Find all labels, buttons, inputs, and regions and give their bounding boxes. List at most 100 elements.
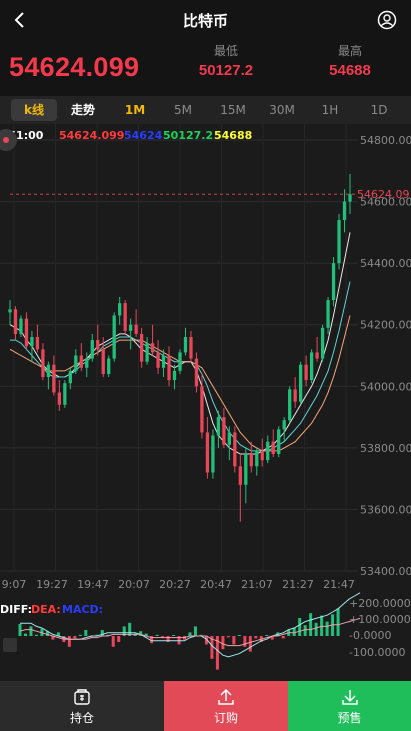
macd-bar [336, 608, 340, 636]
macd-bar [161, 636, 165, 638]
macd-bar [18, 624, 22, 636]
candle-body [337, 220, 341, 264]
candle-body [96, 340, 100, 350]
tab-5m[interactable]: 5M [174, 103, 192, 117]
candle-body [63, 383, 67, 405]
macd-bar [172, 635, 176, 636]
macd-bar [139, 631, 143, 636]
macd-tick-label: +200.0000 [349, 597, 411, 610]
macd-bar [45, 631, 49, 636]
high-label: 最高 [337, 44, 362, 58]
macd-bar [215, 636, 219, 670]
candle-body [288, 389, 292, 421]
candle-body [156, 352, 160, 368]
cursor-dot-icon [3, 137, 9, 143]
tab-15m[interactable]: 15M [220, 103, 246, 117]
x-tick-label: 20:47 [200, 578, 232, 591]
candle-body [145, 343, 149, 362]
macd-bar [199, 634, 203, 636]
candle-body [331, 263, 336, 301]
candle-body [112, 315, 116, 359]
macd-toggle-icon[interactable] [3, 638, 17, 652]
candle-body [309, 352, 314, 381]
macd-tick-label: -0.0000 [349, 629, 391, 642]
macd-bar [232, 636, 236, 645]
candle-body [222, 417, 226, 445]
macd-bar [128, 622, 132, 636]
wallet-icon [74, 688, 90, 705]
macd-bar [254, 636, 258, 639]
user-circle-icon[interactable] [377, 10, 397, 30]
tab-kline[interactable]: k线 [11, 99, 57, 121]
macd-bar [67, 636, 71, 647]
candle-body [326, 300, 330, 328]
macd-dea-line [19, 617, 361, 647]
macd-bar [78, 634, 82, 636]
macd-bar [325, 621, 329, 636]
x-tick-label: 20:27 [159, 578, 191, 591]
macd-bar [303, 625, 307, 636]
low-stat: 最低 50127.2 [181, 44, 271, 79]
holdings-button[interactable]: 持仓 [0, 681, 164, 731]
top-bar: 比特币 [0, 0, 411, 40]
tab-1m[interactable]: 1M [124, 103, 146, 117]
candle-body [79, 355, 83, 368]
legend-value-2: 54624 [124, 129, 163, 142]
subscribe-label: 订购 [213, 710, 238, 725]
candle-body [19, 318, 23, 334]
x-tick-label: 19:27 [36, 578, 68, 591]
macd-bar [248, 636, 252, 652]
macd-diff-label: DIFF: [0, 603, 32, 616]
subscribe-button[interactable]: 订购 [164, 681, 288, 731]
kline-chart[interactable]: 54800.00 54600.00 54400.00 54200.00 54000.00… [0, 124, 411, 681]
candle-body [172, 370, 177, 381]
macd-tick-label: +100.0000 [349, 613, 411, 626]
macd-bar [177, 636, 181, 645]
y-tick-label: 54600.00 [360, 196, 411, 209]
action-bar: 持仓 订购 预售 [0, 681, 411, 731]
macd-bar [314, 622, 318, 636]
candle-body [255, 450, 259, 467]
macd-bar [117, 636, 121, 642]
candle-body [244, 454, 248, 485]
chevron-left-icon[interactable] [8, 8, 32, 32]
candle-body [205, 432, 210, 473]
candle-body [74, 355, 78, 371]
tab-30m[interactable]: 30M [269, 103, 295, 117]
presale-button[interactable]: 预售 [288, 681, 411, 731]
macd-bar [226, 636, 230, 638]
macd-bar [298, 618, 302, 636]
y-tick-label: 54800.00 [360, 134, 411, 147]
candle-body [320, 327, 325, 359]
page-title: 比特币 [182, 11, 228, 30]
candle-body [57, 392, 61, 405]
candle-body [13, 309, 18, 334]
candle-body [277, 429, 281, 455]
candle-body [200, 386, 204, 433]
macd-bar [292, 627, 296, 636]
candle-body [227, 432, 231, 445]
candle-body [101, 349, 105, 374]
macd-macd-label: MACD: [62, 603, 103, 616]
macd-tick-label: -100.0000 [349, 646, 405, 659]
y-tick-label: 54400.00 [360, 257, 411, 270]
macd-bar [320, 615, 324, 636]
macd-bar [111, 636, 115, 647]
tab-trend[interactable]: 走势 [70, 103, 95, 117]
tab-1h[interactable]: 1H [321, 103, 339, 117]
candle-body [68, 370, 72, 384]
candle-body [167, 355, 171, 381]
macd-dea-label: DEA: [31, 603, 61, 616]
candle-body [139, 333, 144, 362]
high-value: 54688 [329, 62, 371, 79]
candle-body [315, 352, 319, 359]
candle-body [24, 318, 29, 347]
tab-1d[interactable]: 1D [370, 103, 388, 117]
candle-body [134, 324, 138, 334]
macd-bar [29, 626, 33, 636]
interval-tabs: k线 走势 1M 5M 15M 30M 1H 1D [0, 96, 411, 124]
low-label: 最低 [213, 44, 238, 58]
candle-body [348, 194, 352, 202]
macd-bar [89, 636, 93, 638]
candle-body [52, 364, 56, 393]
